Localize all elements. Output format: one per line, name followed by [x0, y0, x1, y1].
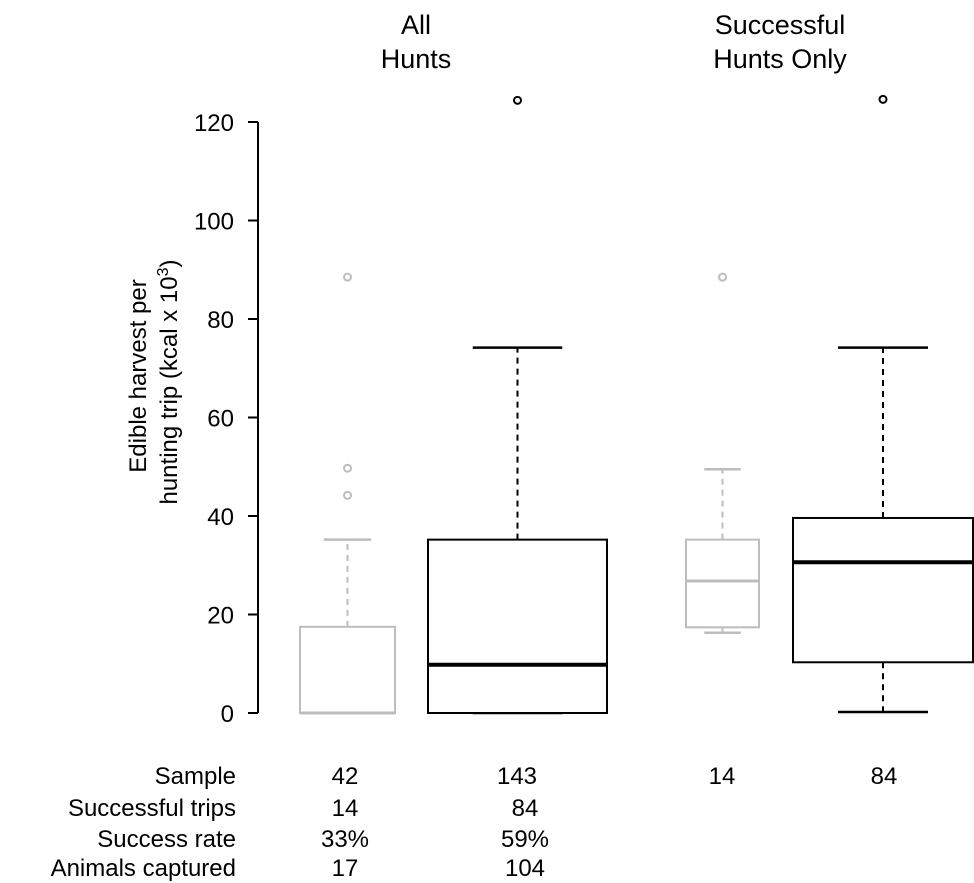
panel-title-successful-line-2: Hunts Only	[713, 44, 847, 74]
stats-row-label: Sample	[155, 763, 236, 790]
stats-cell: 59%	[501, 826, 549, 853]
iqr-box	[685, 538, 760, 629]
y-tick-label: 80	[207, 307, 234, 334]
iqr-box	[792, 516, 974, 664]
boxes-group	[299, 94, 974, 715]
outlier-point	[343, 272, 352, 282]
stats-cell: 17	[332, 855, 359, 882]
outlier-point	[343, 490, 352, 500]
stats-row-label: Animals captured	[51, 855, 236, 882]
stats-cell: 33%	[321, 826, 369, 853]
y-tick-label: 40	[207, 504, 234, 531]
y-tick-label: 20	[207, 603, 234, 630]
stats-row-label: Success rate	[97, 826, 236, 853]
box-4	[792, 94, 974, 714]
y-axis-label-close: )	[156, 259, 183, 267]
outlier-point	[343, 463, 352, 473]
stats-cell: 14	[332, 795, 359, 822]
stats-cell: 143	[497, 763, 537, 790]
outlier-point	[878, 94, 888, 104]
panel-title-successful-line-1: Successful	[715, 10, 846, 40]
box-1	[299, 272, 396, 715]
panel-title-all-line-2: Hunts	[381, 44, 452, 74]
stats-cell: 84	[512, 795, 539, 822]
stats-cell: 84	[871, 763, 898, 790]
outlier-point	[718, 272, 727, 282]
box-2	[427, 95, 608, 715]
y-axis-ticks: 0 20 40 60 80 100 120	[194, 110, 258, 728]
stats-row-label: Successful trips	[68, 795, 236, 822]
box-3	[685, 272, 760, 634]
y-axis-label-line-2: hunting trip (kcal x 103)	[155, 259, 183, 504]
y-tick-label: 0	[221, 701, 234, 728]
iqr-box	[427, 538, 608, 715]
y-axis-label-line-1: Edible harvest per	[125, 279, 152, 472]
iqr-box	[299, 625, 396, 714]
y-axis-label-line-2-main: hunting trip (kcal x 10	[156, 276, 183, 504]
y-tick-label: 60	[207, 406, 234, 433]
panel-title-all-line-1: All	[401, 10, 431, 40]
stats-cell: 104	[505, 855, 545, 882]
y-tick-label: 100	[194, 209, 234, 236]
outlier-point	[513, 95, 522, 105]
stats-cell: 42	[332, 763, 359, 790]
stats-table: Sample Successful trips Success rateAnimal…	[51, 763, 898, 882]
y-axis-label-exponent: 3	[155, 267, 172, 276]
y-tick-label: 120	[194, 110, 234, 137]
stats-cell: 14	[709, 763, 736, 790]
